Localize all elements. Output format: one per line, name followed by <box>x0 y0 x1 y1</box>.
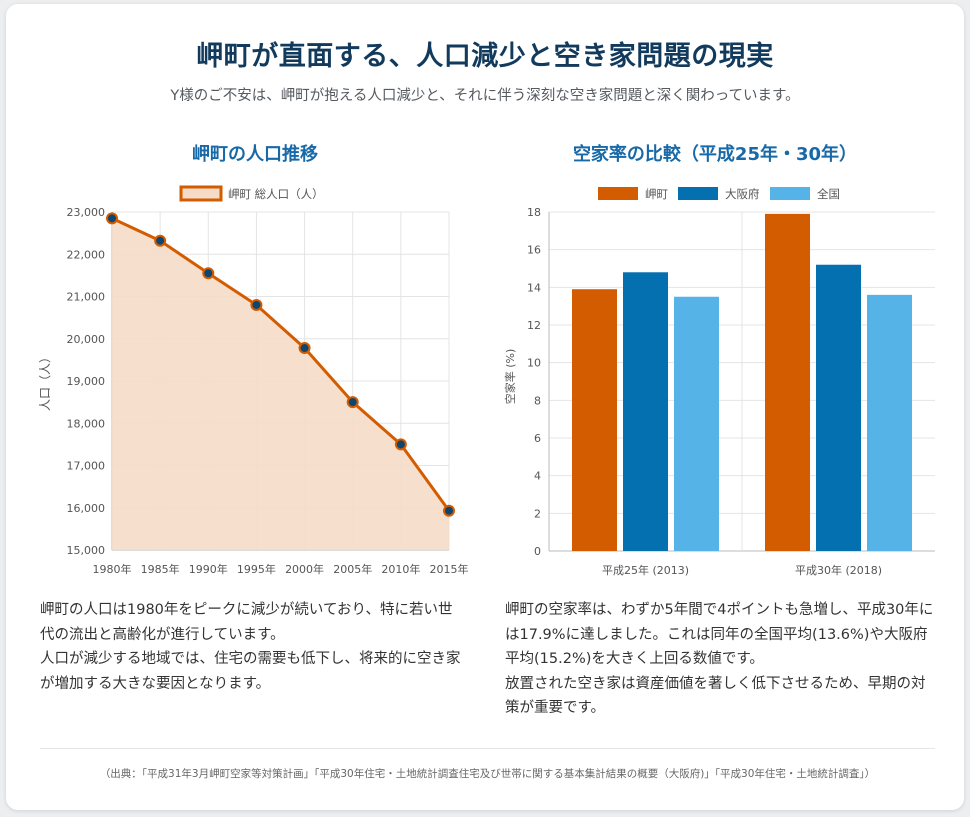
bar-national <box>867 294 912 551</box>
line-chart-ytick-label: 21,000 <box>67 291 106 304</box>
page-subtitle: Y様のご不安は、岬町が抱える人口減少と、それに伴う深刻な空き家問題と深く関わって… <box>170 88 800 104</box>
line-chart-xtick-label: 2010年 <box>381 562 420 576</box>
bar-osaka <box>623 272 668 551</box>
vacancy-description: 岬町の空家率は、わずか5年間で4ポイントも急増し、平成30年には17.9%に達し… <box>505 598 935 721</box>
divider <box>40 748 935 749</box>
line-chart-ytick-label: 16,000 <box>67 502 106 515</box>
population-data-point <box>106 212 118 225</box>
bar-chart-ytick-label: 0 <box>534 545 541 558</box>
line-chart-ytick-label: 19,000 <box>67 375 106 388</box>
line-chart-ytick-label: 18,000 <box>67 417 106 430</box>
vacancy-chart-title: 空家率の比較（平成25年・30年） <box>572 144 858 165</box>
bar-chart-ytick-label: 16 <box>527 244 541 257</box>
bar-chart-ytick-label: 2 <box>534 507 541 520</box>
bar-legend-label: 大阪府 <box>725 187 760 201</box>
line-chart-ytick-label: 22,000 <box>67 248 106 261</box>
line-chart-xtick-label: 1980年 <box>93 562 132 576</box>
line-chart-ytick-label: 23,000 <box>67 206 106 219</box>
line-chart-xtick-label: 2005年 <box>333 562 372 576</box>
population-description-line: 岬町の人口は1980年をピークに減少が続いており、特に若い世代の流出と高齢化が進… <box>40 602 453 643</box>
population-data-point <box>202 267 215 280</box>
population-data-point <box>154 234 167 247</box>
bar-chart-ytick-label: 8 <box>534 394 541 407</box>
line-chart-ytick-label: 17,000 <box>67 460 106 473</box>
bar-misaki <box>572 289 617 551</box>
line-chart-ylabel: 人口（人） <box>38 351 52 411</box>
bar-chart-ytick-label: 6 <box>534 432 541 445</box>
bar-misaki <box>765 213 810 551</box>
vacancy-description-line: 岬町の空家率は、わずか5年間で4ポイントも急増し、平成30年には17.9%に達し… <box>505 602 934 667</box>
population-data-point <box>346 396 359 409</box>
population-data-point <box>298 342 311 355</box>
line-chart-ytick-label: 15,000 <box>67 544 106 557</box>
population-data-point <box>394 438 407 451</box>
vacancy-description-line: 放置された空き家は資産価値を著しく低下させるため、早期の対策が重要です。 <box>505 675 926 717</box>
line-chart-xtick-label: 2000年 <box>285 562 324 576</box>
bar-chart-xtick-label: 平成25年 (2013) <box>602 563 689 577</box>
population-data-point <box>250 298 263 311</box>
source-citation: （出典：「平成31年3月岬町空家等対策計画」「平成30年住宅・土地統計調査住宅及… <box>99 768 876 780</box>
population-chart-title: 岬町の人口推移 <box>192 144 318 165</box>
bar-legend-label: 岬町 <box>645 187 668 201</box>
bar-legend-swatch <box>770 187 810 200</box>
bar-chart-ytick-label: 4 <box>534 470 541 483</box>
line-legend-swatch <box>179 185 223 202</box>
bar-national <box>674 296 719 551</box>
bar-chart-ytick-label: 12 <box>527 319 541 332</box>
line-chart-xtick-label: 1995年 <box>237 562 276 576</box>
bar-chart-ytick-label: 18 <box>527 206 541 219</box>
bar-legend-swatch <box>598 187 638 200</box>
bar-chart-ytick-label: 14 <box>527 281 541 294</box>
page-title: 岬町が直面する、人口減少と空き家問題の現実 <box>196 41 774 72</box>
bar-chart-ytick-label: 10 <box>527 357 541 370</box>
line-chart-xtick-label: 1985年 <box>141 562 180 576</box>
line-chart-xtick-label: 1990年 <box>189 562 228 576</box>
line-chart-ytick-label: 20,000 <box>67 333 106 346</box>
bar-chart-xtick-label: 平成30年 (2018) <box>795 563 882 577</box>
bar-chart-ylabel: 空家率 (%) <box>503 349 517 405</box>
line-chart-xtick-label: 2015年 <box>430 562 469 576</box>
population-series-line <box>111 216 451 512</box>
bar-osaka <box>816 264 861 551</box>
population-description-line: 人口が減少する地域では、住宅の需要も低下し、将来的に空き家が増加する大きな要因と… <box>40 651 461 692</box>
population-area-fill <box>112 218 449 550</box>
bar-legend-swatch <box>678 187 718 200</box>
population-description: 岬町の人口は1980年をピークに減少が続いており、特に若い世代の流出と高齢化が進… <box>40 598 465 696</box>
population-data-point <box>443 504 455 517</box>
bar-legend-label: 全国 <box>817 187 840 201</box>
line-legend-label: 岬町 総人口（人） <box>228 187 324 201</box>
